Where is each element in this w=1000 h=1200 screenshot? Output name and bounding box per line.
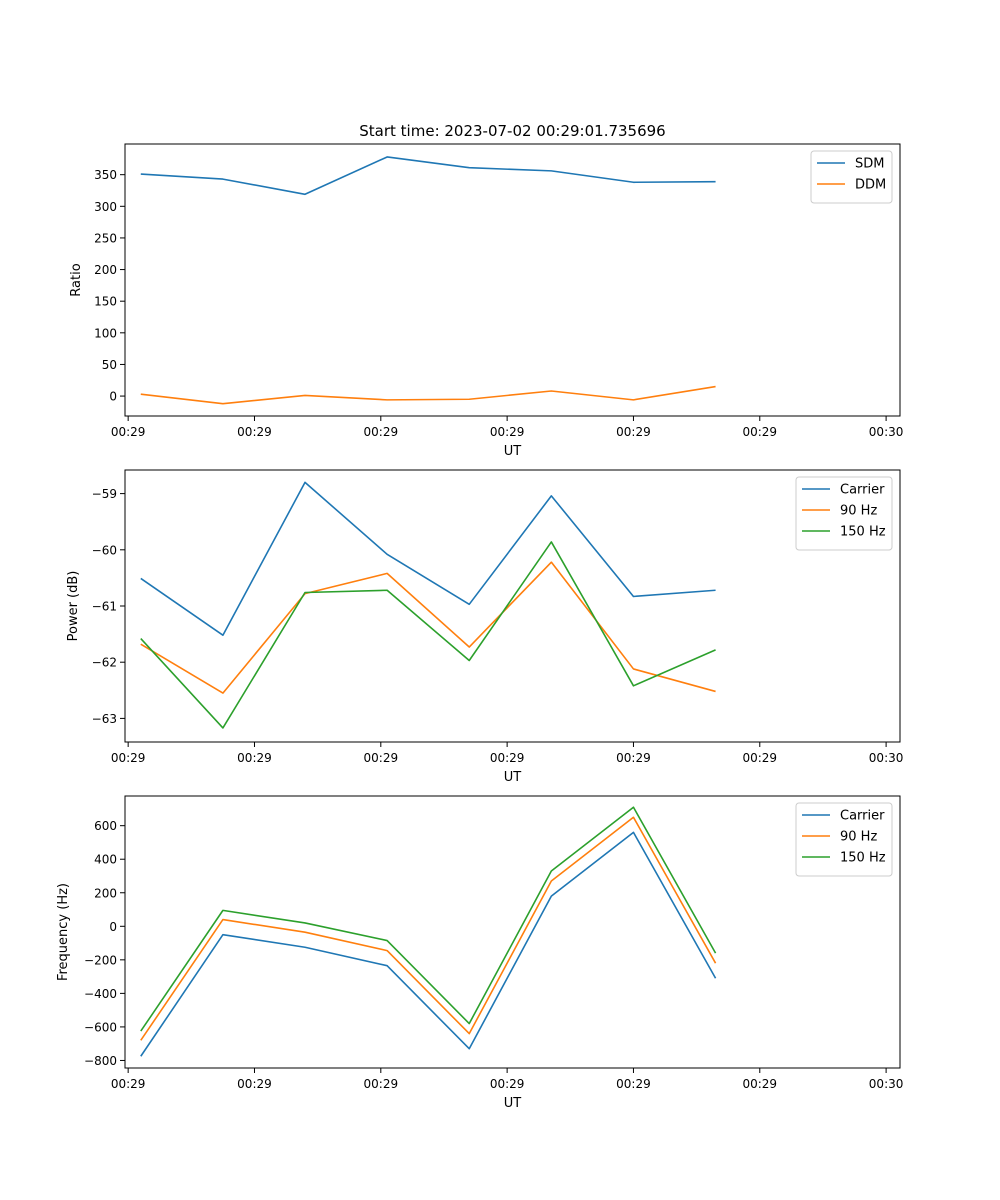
y-tick-label: 600 <box>94 819 117 833</box>
y-axis-label: Power (dB) <box>66 571 81 642</box>
legend-label: Carrier <box>840 483 885 498</box>
y-tick-label: −59 <box>92 487 117 501</box>
y-tick-label: −62 <box>92 656 117 670</box>
x-axis-label: UT <box>504 770 522 785</box>
series-line-carrier <box>140 481 716 637</box>
y-tick-label: 300 <box>94 200 117 214</box>
legend-label: 90 Hz <box>840 504 877 519</box>
series-line-carrier <box>140 831 717 1057</box>
legend-label: SDM <box>855 157 884 172</box>
axes-frame <box>124 469 901 743</box>
x-tick-label: 00:29 <box>616 425 651 439</box>
y-tick-label: 150 <box>94 295 117 309</box>
y-tick-label: 200 <box>94 263 117 277</box>
x-tick-label: 00:29 <box>490 751 525 765</box>
y-tick-label: 0 <box>109 920 117 934</box>
chart-panel-3: 00:29 00:29 00:29 00:29 00:29 00:29 00:30 −800 −… <box>56 795 904 1111</box>
x-tick-label: 00:29 <box>490 1077 525 1091</box>
x-tick-label: 00:29 <box>111 1077 146 1091</box>
x-tick-label: 00:29 <box>111 425 146 439</box>
x-tick-label: 00:29 <box>742 751 777 765</box>
y-tick-label: 50 <box>102 358 117 372</box>
x-tick-label: 00:29 <box>616 751 651 765</box>
y-tick-label: 350 <box>94 168 117 182</box>
y-tick-label: 400 <box>94 853 117 867</box>
legend-label: DDM <box>855 178 886 193</box>
x-tick-label: 00:29 <box>237 751 272 765</box>
figure-title: Start time: 2023-07-02 00:29:01.735696 <box>359 122 665 140</box>
legend-label: 150 Hz <box>840 525 886 540</box>
legend: Carrier 90 Hz 150 Hz <box>795 476 893 551</box>
series-line-150-hz <box>140 806 717 1032</box>
x-tick-label: 00:29 <box>237 425 272 439</box>
y-tick-label: −400 <box>84 987 117 1001</box>
legend-label: 90 Hz <box>840 830 877 845</box>
y-tick-label: −63 <box>92 712 117 726</box>
x-tick-label: 00:30 <box>869 425 904 439</box>
x-tick-label: 00:29 <box>364 751 399 765</box>
series-line-150-hz <box>140 541 716 729</box>
y-tick-label: −600 <box>84 1020 117 1034</box>
y-axis-label: Frequency (Hz) <box>56 883 71 981</box>
y-tick-label: 250 <box>94 231 117 245</box>
x-tick-label: 00:29 <box>237 1077 272 1091</box>
chart-panel-2: 00:29 00:29 00:29 00:29 00:29 00:29 00:30 −63 −6… <box>66 469 904 785</box>
axes-frame <box>124 143 901 417</box>
series-line-90-hz <box>140 561 716 694</box>
x-axis-label: UT <box>504 444 522 459</box>
x-axis-label: UT <box>504 1096 522 1111</box>
x-tick-label: 00:29 <box>364 1077 399 1091</box>
series-line-ddm <box>140 385 716 405</box>
y-axis-label: Ratio <box>69 263 84 296</box>
x-tick-label: 00:29 <box>111 751 146 765</box>
y-tick-label: 0 <box>109 390 117 404</box>
y-tick-label: −61 <box>92 600 117 614</box>
legend: SDM DDM <box>810 150 893 204</box>
legend-box <box>810 150 893 204</box>
chart-panel-1: 00:29 00:29 00:29 00:29 00:29 00:29 00:30 0 50 10… <box>69 143 904 459</box>
legend: Carrier 90 Hz 150 Hz <box>795 802 893 877</box>
x-tick-label: 00:30 <box>869 751 904 765</box>
x-tick-label: 00:29 <box>364 425 399 439</box>
x-tick-label: 00:30 <box>869 1077 904 1091</box>
x-tick-label: 00:29 <box>490 425 525 439</box>
y-tick-label: 200 <box>94 886 117 900</box>
series-line-sdm <box>140 156 716 196</box>
x-tick-label: 00:29 <box>742 425 777 439</box>
y-tick-label: −60 <box>92 543 117 557</box>
series-line-90-hz <box>140 816 717 1041</box>
x-tick-label: 00:29 <box>742 1077 777 1091</box>
legend-label: Carrier <box>840 809 885 824</box>
y-tick-label: 100 <box>94 326 117 340</box>
y-tick-label: −200 <box>84 953 117 967</box>
x-tick-label: 00:29 <box>616 1077 651 1091</box>
axes-frame <box>124 795 901 1069</box>
legend-label: 150 Hz <box>840 851 886 866</box>
y-tick-label: −800 <box>84 1054 117 1068</box>
charts-container: 00:29 00:29 00:29 00:29 00:29 00:29 00:30 0 50 10… <box>56 143 904 1111</box>
